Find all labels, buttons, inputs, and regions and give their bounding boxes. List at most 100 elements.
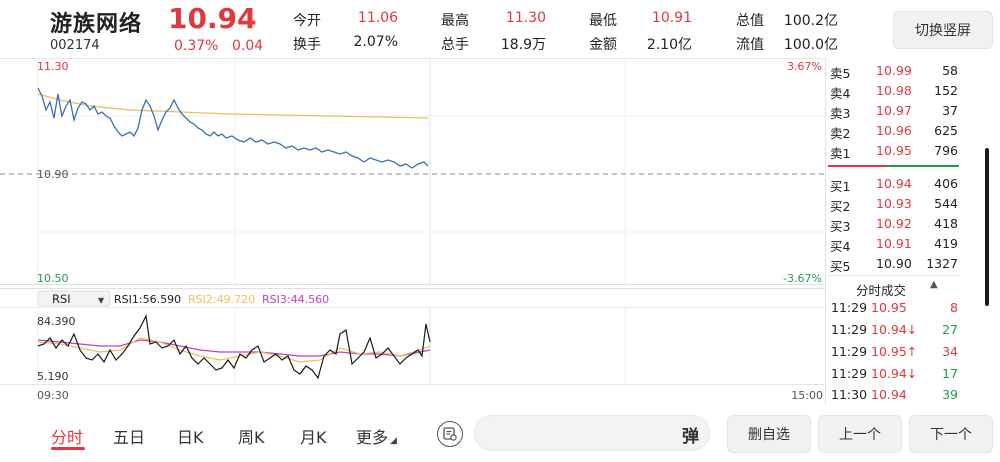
bid-volume: 406 bbox=[934, 176, 958, 191]
current-price: 10.94 bbox=[168, 2, 257, 35]
ticks-title[interactable]: 分时成交 bbox=[856, 283, 907, 298]
stock-name: 游族网络 bbox=[50, 12, 143, 37]
tick-time: 11:30 bbox=[831, 387, 868, 402]
previous-button[interactable]: 上一个 bbox=[818, 415, 902, 453]
ask-price: 10.97 bbox=[876, 103, 912, 118]
bid-row-3[interactable]: 买3 10.92 418 bbox=[828, 216, 958, 236]
corner-triangle-icon: ◢ bbox=[390, 436, 397, 446]
ask-row-4[interactable]: 卖4 10.98 152 bbox=[828, 83, 958, 103]
quote-label-high: 最高 bbox=[441, 13, 469, 29]
ask-price: 10.95 bbox=[876, 143, 912, 158]
ask-row-3[interactable]: 卖3 10.97 37 bbox=[828, 103, 958, 123]
tick-volume: 27 bbox=[942, 322, 958, 337]
dropdown-triangle-icon: ▼ bbox=[98, 296, 105, 305]
tab-monthly-k[interactable]: 月K bbox=[300, 428, 327, 447]
quote-label-open: 今开 bbox=[293, 13, 321, 29]
quote-label-mktcap: 总值 bbox=[736, 13, 764, 29]
ask-volume: 152 bbox=[934, 83, 958, 98]
tick-row: 11:30 10.94 39 bbox=[828, 387, 958, 407]
bid-label: 买5 bbox=[830, 259, 851, 274]
x-label-end: 15:00 bbox=[791, 389, 823, 402]
rsi-selector[interactable] bbox=[37, 290, 111, 307]
bid-price: 10.93 bbox=[876, 196, 912, 211]
y-label-bottom: 10.50 bbox=[37, 272, 69, 285]
ask-price: 10.96 bbox=[876, 123, 912, 138]
tab-five-day[interactable]: 五日 bbox=[113, 428, 146, 447]
comment-box[interactable]: 弹 bbox=[474, 415, 710, 452]
ask-row-5[interactable]: 卖5 10.99 58 bbox=[828, 63, 958, 83]
tick-row: 11:29 10.94↓ 17 bbox=[828, 366, 958, 386]
note-icon-glyph bbox=[443, 427, 457, 441]
bid-row-5[interactable]: 买5 10.90 1327 bbox=[828, 256, 958, 276]
tick-volume: 17 bbox=[942, 366, 958, 381]
tick-price: 10.95↑ bbox=[871, 344, 918, 359]
ask-label: 卖5 bbox=[830, 66, 851, 81]
scrollbar[interactable] bbox=[985, 148, 989, 306]
ask-label: 卖3 bbox=[830, 106, 851, 121]
tick-price: 10.94 bbox=[871, 387, 907, 402]
ask-label: 卖2 bbox=[830, 126, 851, 141]
y-label-top: 11.30 bbox=[37, 60, 69, 73]
tick-volume: 34 bbox=[942, 344, 958, 359]
ask-label: 卖4 bbox=[830, 86, 851, 101]
quote-value-amount: 2.10亿 bbox=[646, 37, 692, 53]
bid-row-1[interactable]: 买1 10.94 406 bbox=[828, 176, 958, 196]
rsi2-value: RSI2:49.720 bbox=[188, 293, 255, 306]
tab-weekly-k[interactable]: 周K bbox=[238, 428, 265, 447]
intraday-chart[interactable]: 11.30 10.90 10.50 3.67% -3.67% RSI ▼ RSI… bbox=[0, 58, 826, 404]
price-line bbox=[37, 87, 429, 169]
quote-label-turnover: 换手 bbox=[293, 37, 321, 53]
rsi-y-top: 84.390 bbox=[37, 315, 76, 328]
note-icon[interactable] bbox=[437, 421, 463, 447]
active-tab-indicator bbox=[51, 447, 85, 450]
collapse-up-icon[interactable]: ▲ bbox=[930, 279, 938, 290]
ask-volume: 625 bbox=[934, 123, 958, 138]
bid-price: 10.92 bbox=[876, 216, 912, 231]
next-button[interactable]: 下一个 bbox=[909, 415, 993, 453]
bid-label: 买1 bbox=[830, 179, 851, 194]
pct-label-top: 3.67% bbox=[787, 60, 822, 73]
tick-row: 11:29 10.95↑ 34 bbox=[828, 344, 958, 364]
rsi-y-bottom: 5.190 bbox=[37, 370, 69, 383]
tab-intraday[interactable]: 分时 bbox=[51, 428, 84, 447]
ask-volume: 37 bbox=[942, 103, 958, 118]
tick-price: 10.94↓ bbox=[871, 322, 918, 337]
quote-value-float: 100.0亿 bbox=[783, 37, 838, 53]
y-label-mid: 10.90 bbox=[37, 168, 69, 181]
ask-price: 10.99 bbox=[876, 63, 912, 78]
quote-value-mktcap: 100.2亿 bbox=[783, 13, 838, 29]
ask-row-1[interactable]: 卖1 10.95 796 bbox=[828, 143, 958, 163]
tick-time: 11:29 bbox=[831, 300, 868, 315]
tick-volume: 8 bbox=[950, 300, 958, 315]
bid-row-4[interactable]: 买4 10.91 419 bbox=[828, 236, 958, 256]
tab-more-label: 更多 bbox=[356, 428, 389, 447]
tab-daily-k[interactable]: 日K bbox=[177, 428, 204, 447]
change-percent: 0.37% bbox=[174, 38, 219, 54]
rsi3-line bbox=[37, 339, 431, 357]
ask-price: 10.98 bbox=[876, 83, 912, 98]
x-label-start: 09:30 bbox=[37, 389, 69, 402]
comment-input[interactable] bbox=[489, 416, 673, 452]
remove-watchlist-button[interactable]: 删自选 bbox=[727, 415, 811, 453]
ask-row-2[interactable]: 卖2 10.96 625 bbox=[828, 123, 958, 143]
quote-value-open: 11.06 bbox=[357, 10, 398, 26]
tick-price: 10.94↓ bbox=[871, 366, 918, 381]
switch-portrait-button[interactable]: 切换竖屏 bbox=[893, 11, 993, 49]
bid-label: 买3 bbox=[830, 219, 851, 234]
tab-more[interactable]: 更多 ◢ bbox=[356, 424, 397, 448]
rsi2-line bbox=[37, 337, 431, 363]
quote-label-volume: 总手 bbox=[441, 37, 469, 53]
quote-label-float: 流值 bbox=[736, 37, 764, 53]
bid-volume: 1327 bbox=[926, 256, 958, 271]
danmu-toggle-icon[interactable]: 弹 bbox=[682, 427, 699, 447]
quote-label-amount: 金额 bbox=[589, 37, 617, 53]
bid-row-2[interactable]: 买2 10.93 544 bbox=[828, 196, 958, 216]
rsi1-line bbox=[37, 314, 431, 380]
tick-time: 11:29 bbox=[831, 366, 868, 381]
tick-time: 11:29 bbox=[831, 322, 868, 337]
tick-volume: 39 bbox=[942, 387, 958, 402]
ask-volume: 796 bbox=[934, 143, 958, 158]
bid-price: 10.91 bbox=[876, 236, 912, 251]
rsi-selector-label: RSI bbox=[52, 292, 71, 306]
tick-row: 11:29 10.95 8 bbox=[828, 300, 958, 320]
